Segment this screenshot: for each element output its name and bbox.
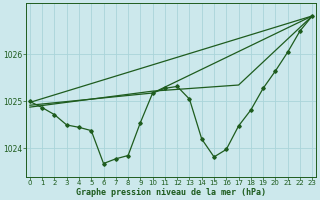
X-axis label: Graphe pression niveau de la mer (hPa): Graphe pression niveau de la mer (hPa) [76,188,266,197]
